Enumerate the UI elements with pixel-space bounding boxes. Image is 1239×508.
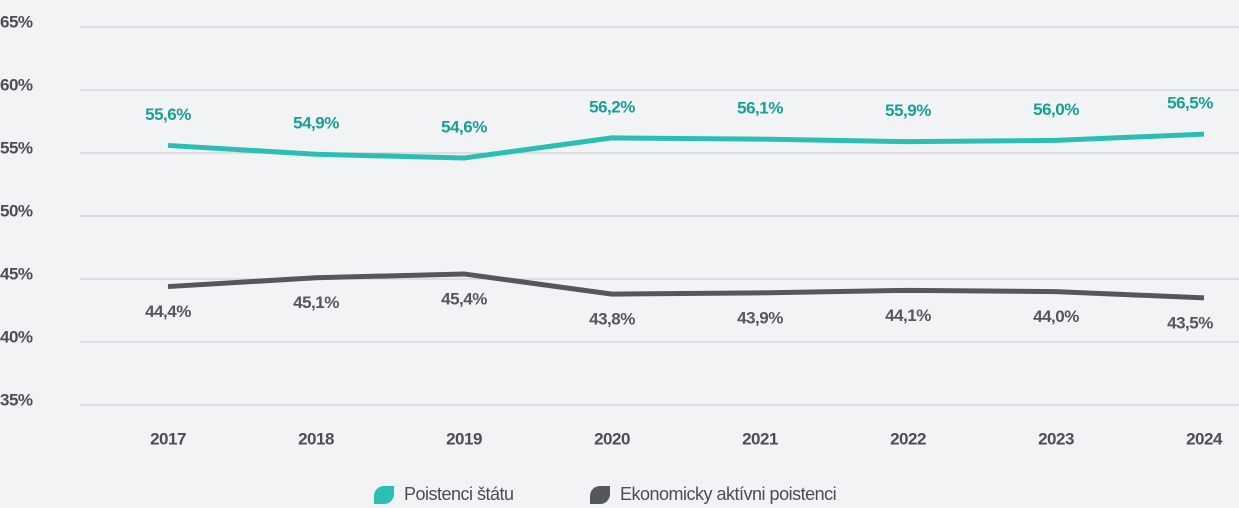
x-tick-label: 2022 [890,429,926,448]
value-label: 43,5% [1167,313,1213,332]
y-tick-label: 60% [0,75,33,94]
legend-marker [374,486,394,504]
value-label: 45,4% [441,289,487,308]
value-label: 56,5% [1167,94,1213,113]
value-label: 45,1% [293,293,339,312]
y-tick-label: 45% [0,264,33,283]
y-tick-label: 40% [0,327,33,346]
x-tick-label: 2021 [742,429,778,448]
x-tick-label: 2017 [150,429,186,448]
y-tick-label: 55% [0,138,33,157]
value-label: 44,1% [885,306,931,325]
value-label: 43,8% [589,310,635,329]
value-label: 44,0% [1033,307,1079,326]
value-label: 56,1% [737,99,783,118]
x-tick-label: 2023 [1038,429,1074,448]
value-label: 54,9% [293,114,339,133]
legend-label: Ekonomicky aktívni poistenci [620,484,836,504]
value-label: 56,0% [1033,100,1079,119]
x-tick-label: 2020 [594,429,630,448]
x-tick-label: 2018 [298,429,334,448]
series-line [167,131,1205,161]
y-tick-label: 35% [0,390,33,409]
value-label: 55,6% [145,105,191,124]
legend-label: Poistenci štátu [404,484,514,504]
x-tick-label: 2024 [1186,429,1223,448]
value-label: 44,4% [145,302,191,321]
series-line [167,271,1205,301]
value-label: 55,9% [885,101,931,120]
y-tick-label: 65% [0,12,33,31]
x-tick-label: 2019 [446,429,482,448]
value-label: 56,2% [589,97,635,116]
legend-marker [590,486,610,504]
y-tick-label: 50% [0,201,33,220]
value-label: 43,9% [737,308,783,327]
value-label: 54,6% [441,118,487,137]
